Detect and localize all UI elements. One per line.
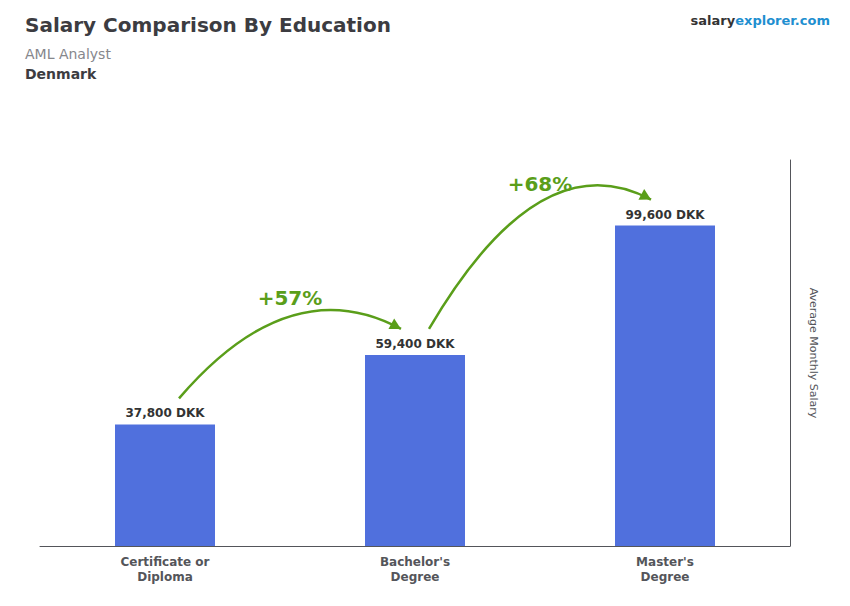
svg-text:37,800 DKK: 37,800 DKK [125,406,205,420]
svg-text:Degree: Degree [391,570,440,584]
svg-text:59,400 DKK: 59,400 DKK [375,337,455,351]
svg-text:Average Monthly Salary: Average Monthly Salary [807,288,820,419]
svg-text:AML Analyst: AML Analyst [25,46,111,62]
svg-text:explorer.com: explorer.com [735,13,830,28]
svg-text:Bachelor's: Bachelor's [380,555,450,569]
svg-text:salary: salary [691,13,736,28]
svg-text:Diploma: Diploma [137,570,193,584]
svg-text:Degree: Degree [641,570,690,584]
svg-text:Salary Comparison By Education: Salary Comparison By Education [25,13,391,37]
svg-text:Certificate or: Certificate or [120,555,209,569]
svg-text:Denmark: Denmark [25,66,97,82]
svg-text:Master's: Master's [636,555,694,569]
svg-text:99,600 DKK: 99,600 DKK [625,208,705,222]
svg-text:+57%: +57% [258,286,323,310]
svg-text:+68%: +68% [508,172,573,196]
